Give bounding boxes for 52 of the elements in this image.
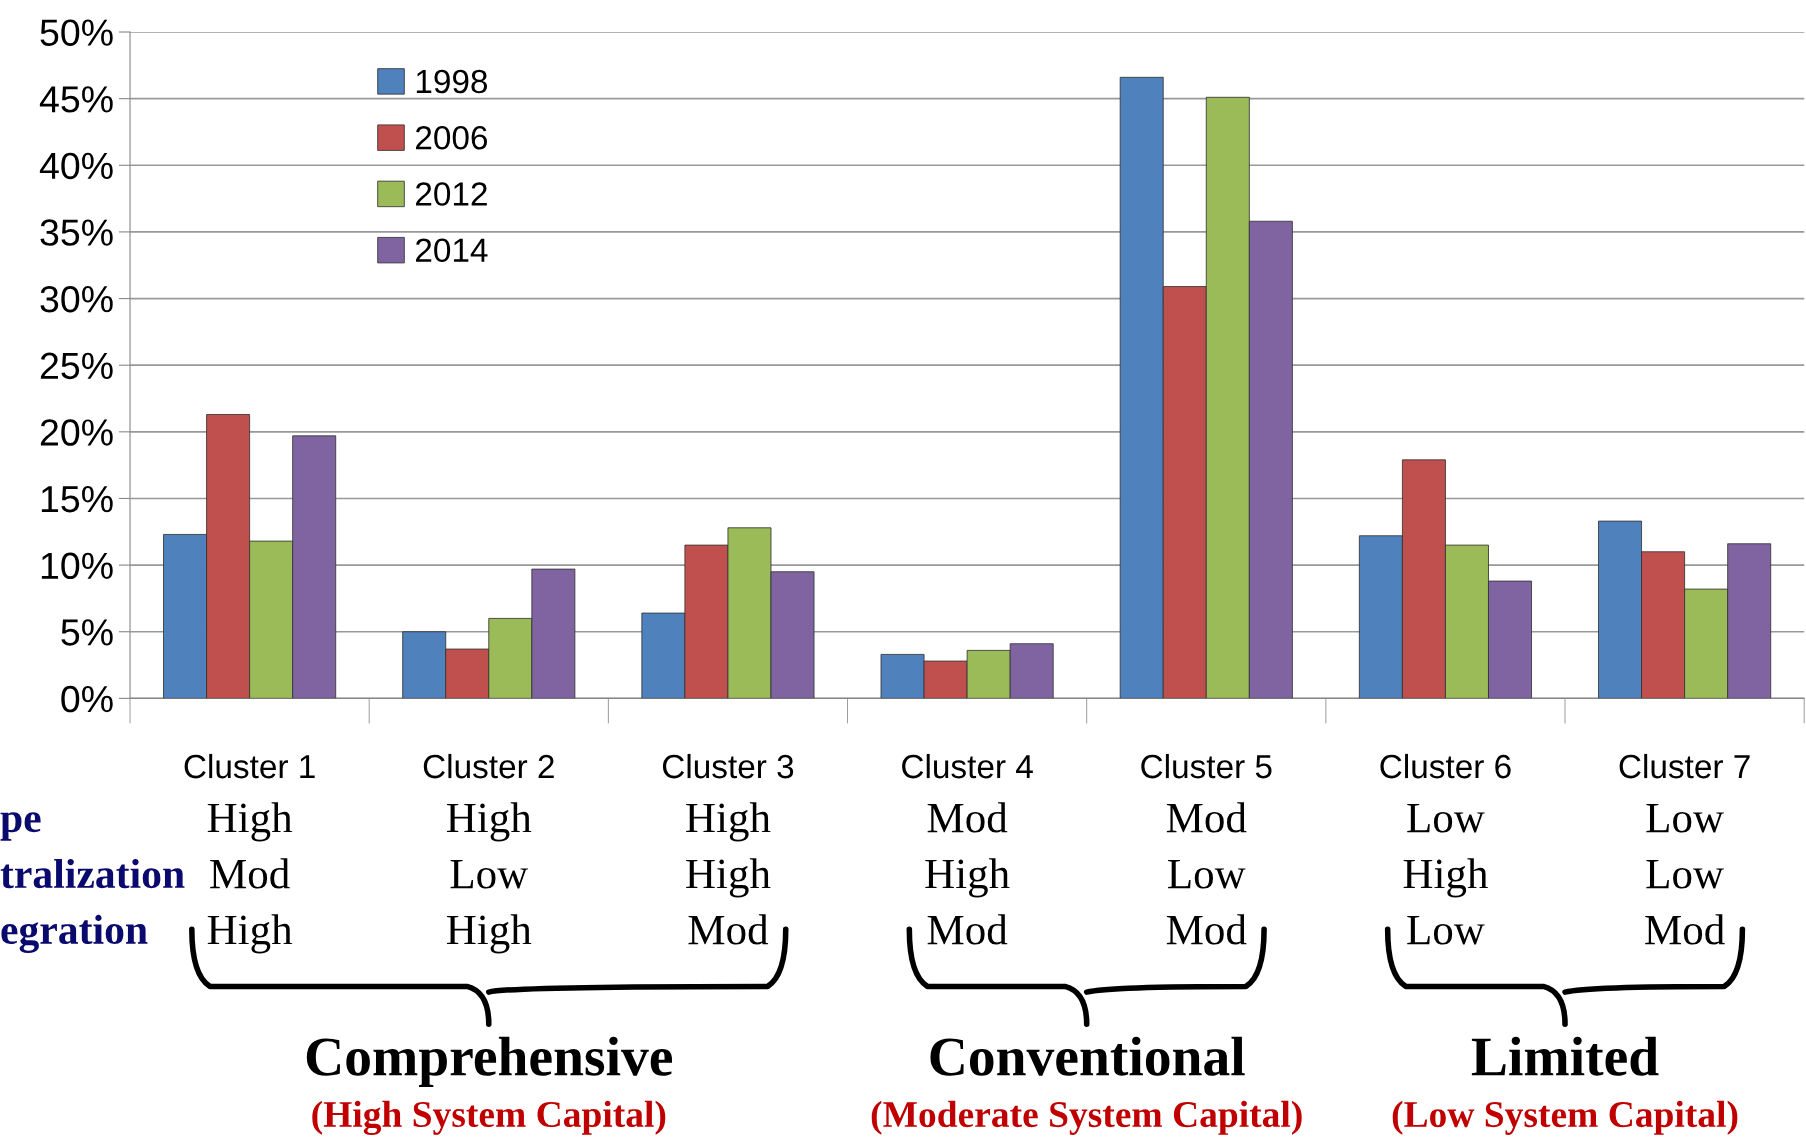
x-tick-label: Cluster 7 bbox=[1619, 753, 1750, 779]
x-tick-label: Cluster 3 bbox=[662, 753, 794, 779]
text: Mod bbox=[1166, 914, 1247, 945]
text: egration bbox=[1, 914, 148, 953]
text: Mod bbox=[688, 914, 769, 945]
text: Mod bbox=[927, 914, 1008, 945]
text: High bbox=[686, 858, 771, 898]
x-tick-label: Cluster 5 bbox=[1141, 753, 1272, 779]
text: Low bbox=[1646, 859, 1724, 889]
x-tick-label: Cluster 6 bbox=[1380, 753, 1511, 779]
x-tick-label: Cluster 4 bbox=[902, 753, 1033, 779]
y-tick-label: 20% bbox=[40, 419, 113, 446]
text: Low bbox=[1407, 803, 1485, 833]
y-tick-label: 0% bbox=[61, 685, 113, 713]
text: High bbox=[446, 914, 532, 954]
text: tralization bbox=[0, 858, 185, 889]
text: High bbox=[207, 914, 293, 954]
text: Low bbox=[1168, 859, 1246, 889]
y-tick-label: 10% bbox=[41, 552, 113, 580]
y-tick-label: 45% bbox=[39, 86, 113, 113]
y-tick-label: 35% bbox=[40, 219, 113, 246]
y-tick-label: 50% bbox=[40, 19, 113, 46]
text: Mod bbox=[927, 802, 1008, 833]
text: (Moderate System Capital) bbox=[871, 1100, 1302, 1135]
text: (High System Capital) bbox=[312, 1100, 666, 1135]
y-tick-label: 5% bbox=[61, 619, 113, 646]
y-tick-label: 40% bbox=[39, 152, 113, 180]
y-tick-label: 25% bbox=[40, 352, 113, 380]
text: Mod bbox=[1645, 914, 1725, 945]
text: Low bbox=[450, 859, 529, 889]
text: High bbox=[925, 858, 1010, 898]
text: High bbox=[1403, 858, 1488, 898]
text: pe bbox=[0, 812, 41, 841]
text: Low bbox=[1407, 915, 1485, 945]
text: (Low System Capital) bbox=[1392, 1100, 1738, 1135]
y-tick-label: 15% bbox=[41, 486, 113, 513]
text: Conventional bbox=[930, 1036, 1245, 1076]
text: Mod bbox=[1166, 802, 1247, 833]
text: Mod bbox=[210, 858, 290, 889]
text: High bbox=[446, 802, 532, 842]
x-tick-label: Cluster 2 bbox=[423, 753, 554, 779]
text: Limited bbox=[1471, 1036, 1659, 1076]
legend-label: 2006 bbox=[416, 125, 488, 150]
text: Comprehensive bbox=[306, 1036, 673, 1088]
legend-label: 1998 bbox=[416, 69, 488, 94]
text: High bbox=[686, 802, 771, 842]
legend-label: 2012 bbox=[416, 182, 487, 206]
text: Low bbox=[1646, 803, 1724, 833]
y-tick-label: 30% bbox=[40, 285, 113, 313]
text: High bbox=[207, 802, 293, 842]
legend-label: 2014 bbox=[416, 238, 488, 263]
x-tick-label: Cluster 1 bbox=[184, 753, 315, 779]
